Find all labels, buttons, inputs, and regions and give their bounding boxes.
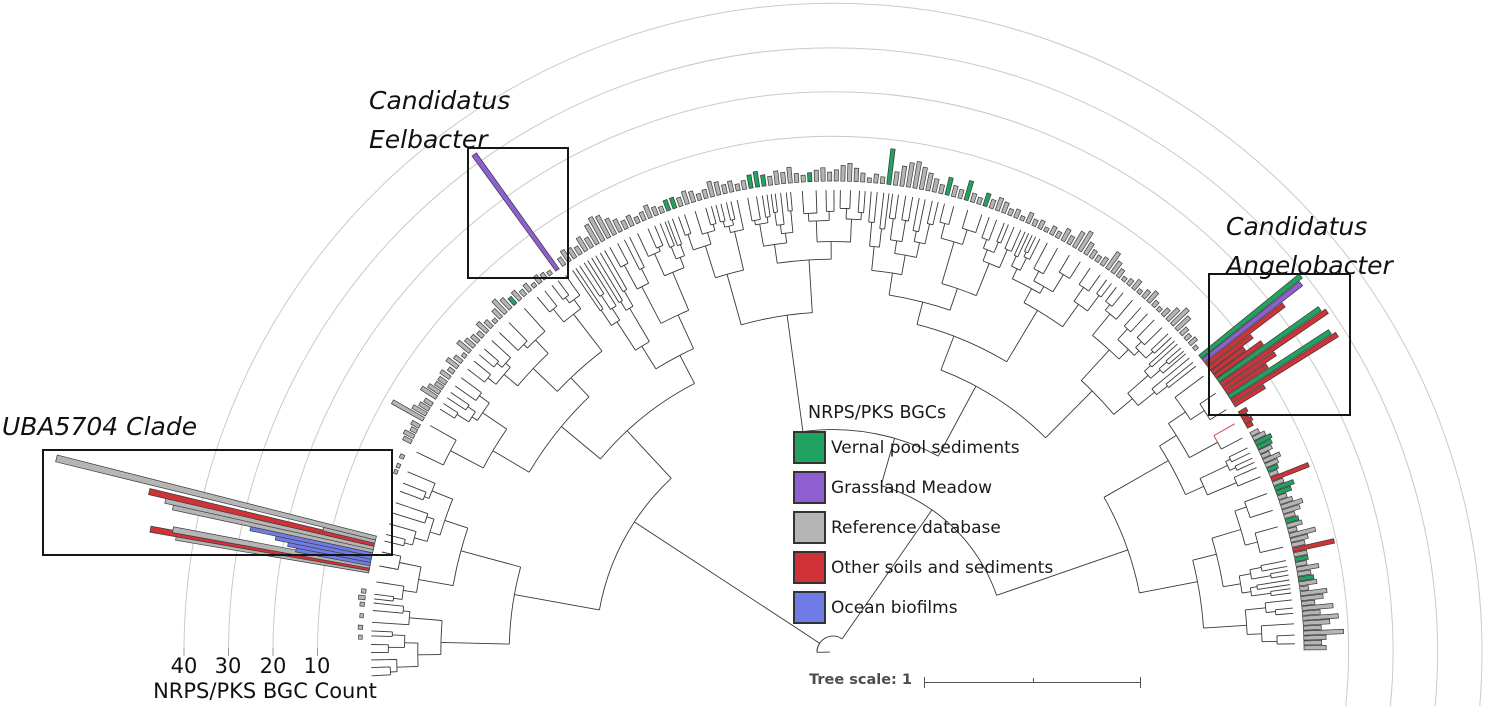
axis-tick-10: 10	[303, 654, 331, 678]
legend-item-label: Ocean biofilms	[831, 597, 958, 618]
tree-scale-label: Tree scale: 1	[790, 672, 912, 688]
tree-scale-value: 1	[901, 672, 912, 688]
bar-ring	[55, 148, 1345, 651]
grid-arcs	[183, 2, 1483, 706]
tree-scale-line	[925, 682, 1140, 683]
legend-item-grassland-meadow: Grassland Meadow	[793, 471, 1053, 504]
legend-item-other-soils: Other soils and sediments	[793, 551, 1054, 584]
legend-item-reference-database: Reference database	[793, 511, 1053, 544]
legend-item-label: Vernal pool sediments	[831, 437, 1020, 458]
axis-tick-40: 40	[170, 654, 198, 678]
axis-tick-30: 30	[214, 654, 242, 678]
legend-item-label: Reference database	[831, 517, 1001, 538]
tree-scale-bar	[924, 677, 1141, 688]
ocean-biofilms-swatch	[793, 591, 826, 624]
legend-item-ocean-biofilms: Ocean biofilms	[793, 591, 1053, 624]
axis-tick-20: 20	[259, 654, 287, 678]
legend-title: NRPS/PKS BGCs	[808, 403, 947, 423]
legend: NRPS/PKS BGCs Vernal pool sediments Gras…	[793, 403, 1053, 632]
axis-title: NRPS/PKS BGC Count	[153, 679, 377, 703]
clade-label-eelbacter: Candidatus Eelbacter	[369, 86, 511, 154]
clade-boxes	[42, 147, 1351, 556]
clade-label-angelobacter: Candidatus Angelobacter	[1226, 212, 1393, 280]
grassland-meadow-swatch	[793, 471, 826, 504]
other-soils-swatch	[793, 551, 826, 584]
clade-label-uba5704: UBA5704 Clade	[2, 412, 198, 441]
legend-item-label: Other soils and sediments	[831, 557, 1054, 578]
tree-branches	[371, 190, 1295, 677]
legend-item-label: Grassland Meadow	[831, 477, 993, 498]
tree-scale-text: Tree scale:	[809, 672, 897, 688]
vernal-pool-swatch	[793, 431, 826, 464]
reference-database-swatch	[793, 511, 826, 544]
legend-item-vernal-pool: Vernal pool sediments	[793, 431, 1053, 464]
tree-scale-mid-tick	[1032, 678, 1034, 682]
